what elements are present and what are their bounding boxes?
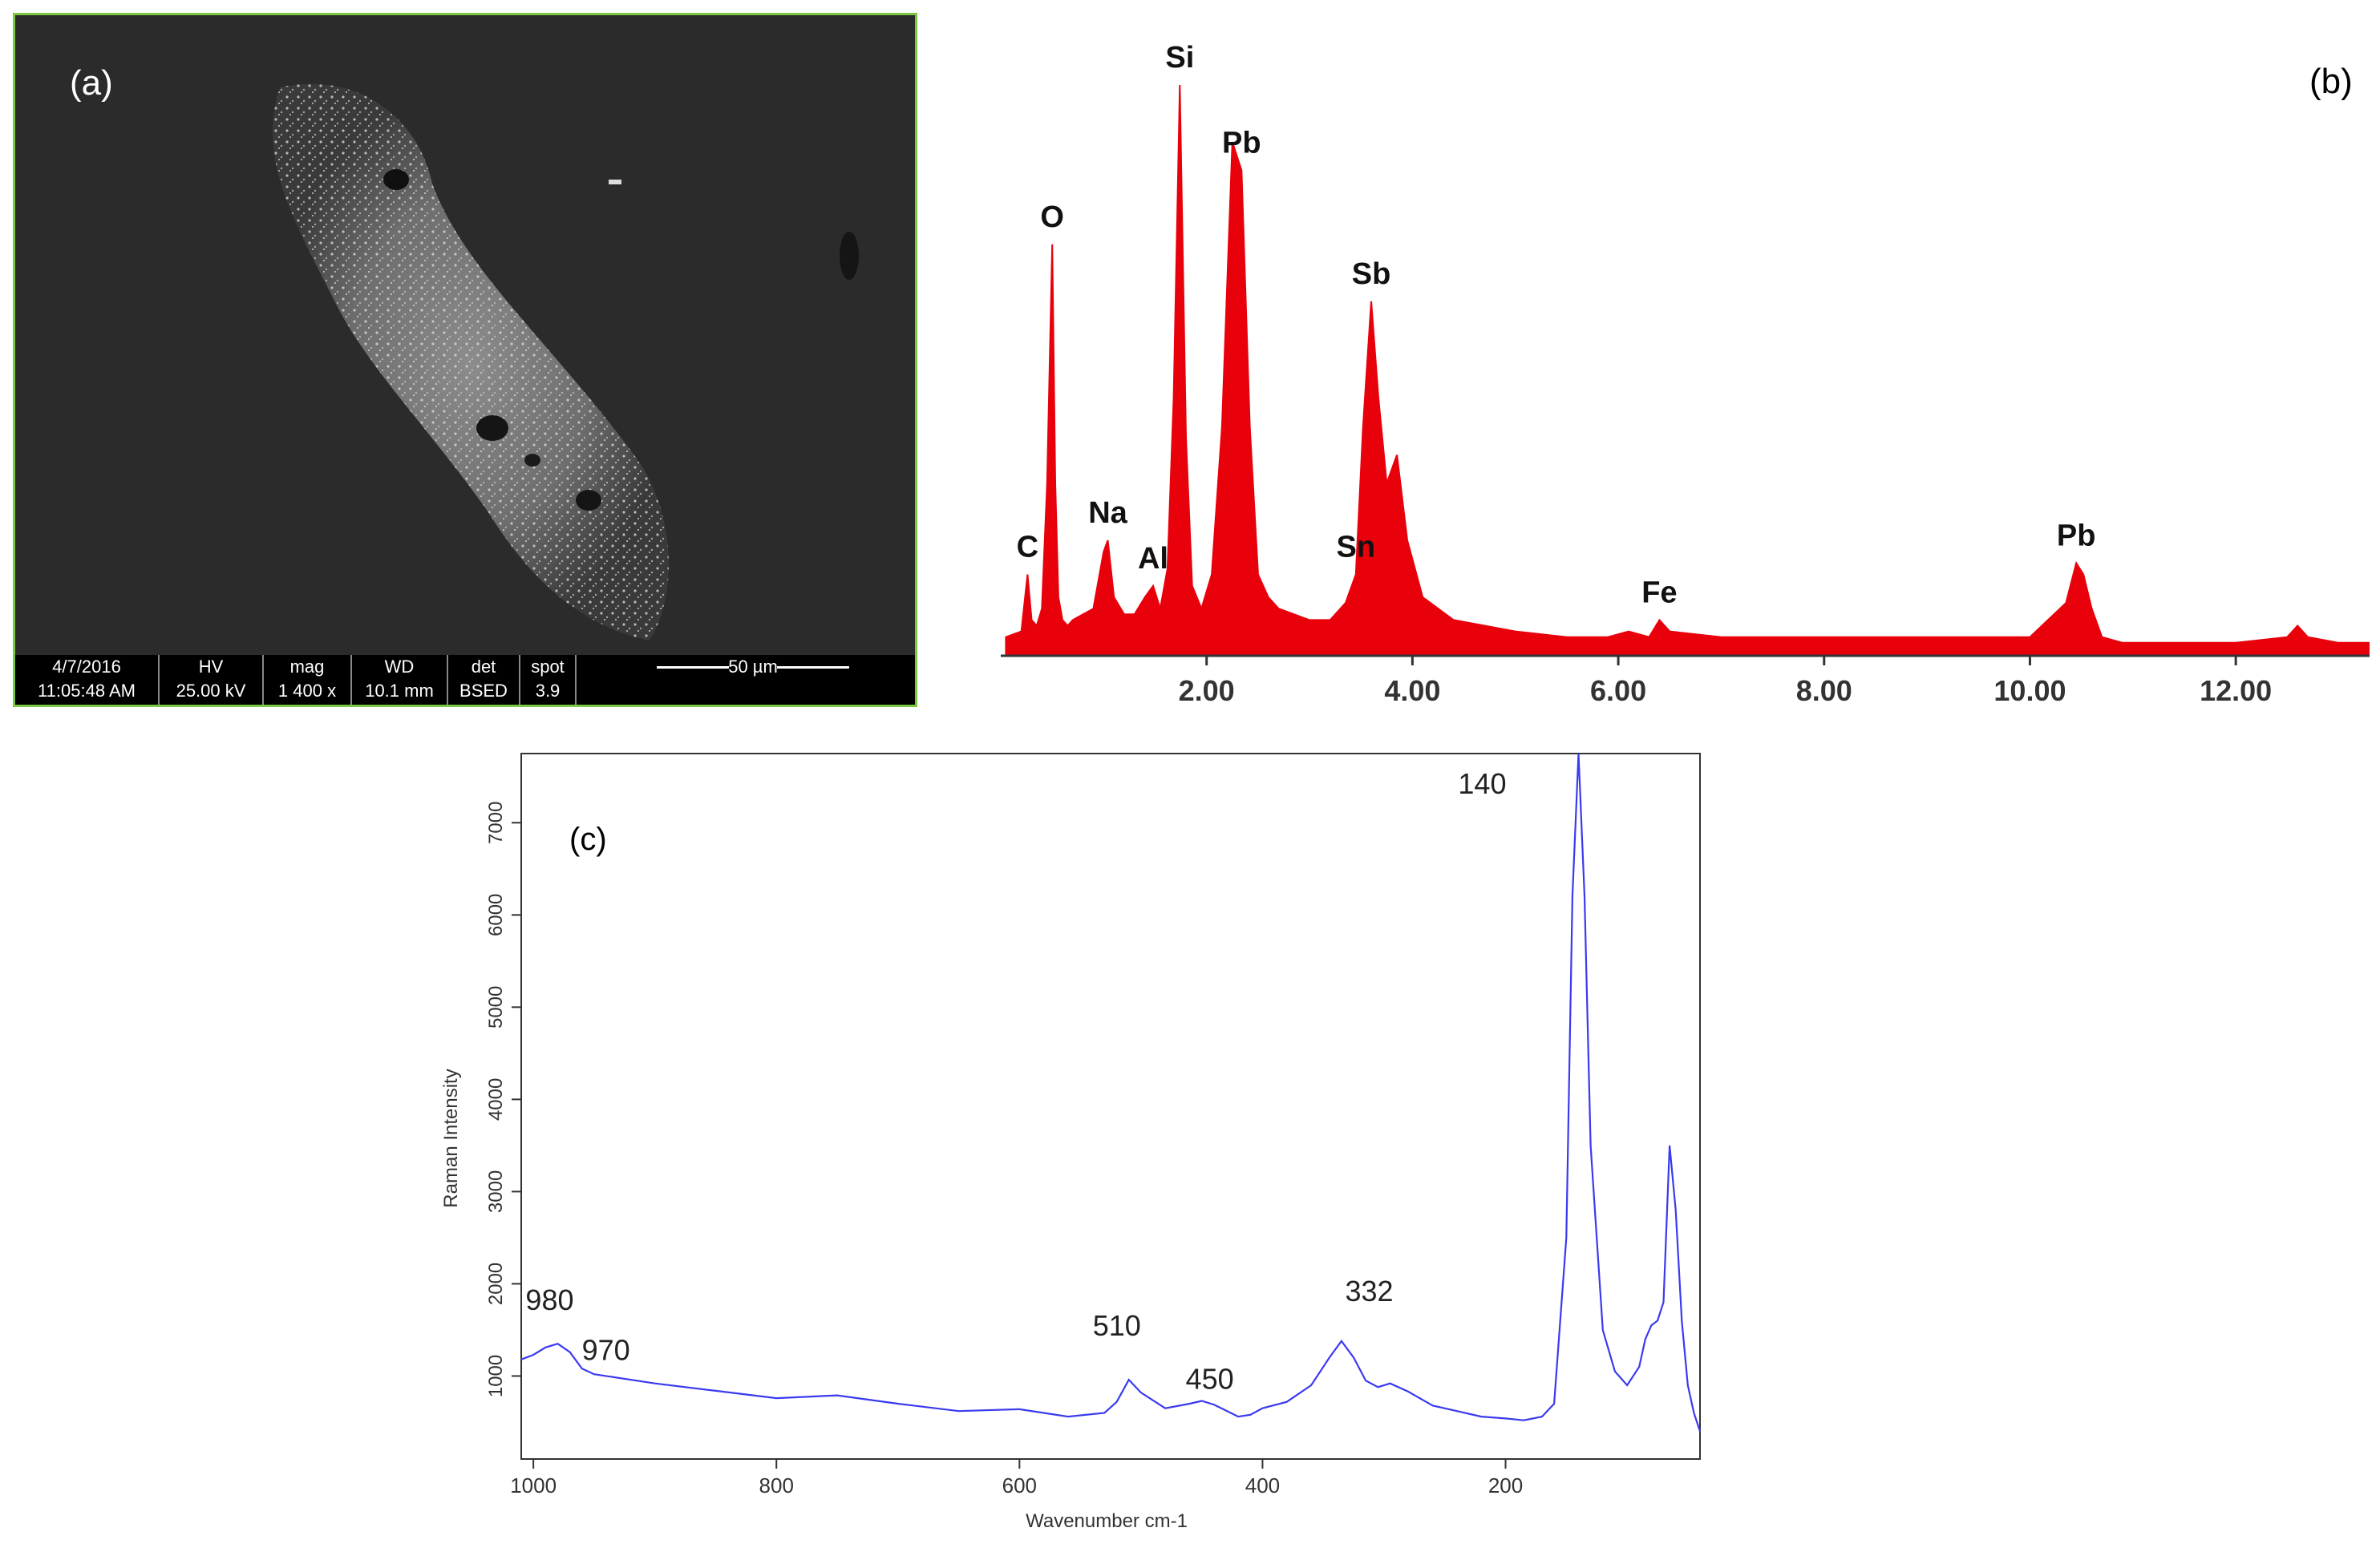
edx-peak-label: Sb <box>1352 257 1391 291</box>
info-date: 4/7/2016 <box>52 657 121 677</box>
info-det: det BSED <box>448 655 520 705</box>
raman-x-axis: 1000 800 600 400 200 <box>510 1459 1523 1497</box>
edx-x-tick-label: 12.00 <box>2200 674 2272 707</box>
panel-c-label: (c) <box>569 822 607 857</box>
raman-peak-label: 970 <box>582 1334 630 1367</box>
edx-x-tick-label: 2.00 <box>1179 674 1235 707</box>
raman-peak-label: 510 <box>1093 1309 1141 1342</box>
edx-x-tick-label: 6.00 <box>1590 674 1646 707</box>
edx-peak-label: Pb <box>1222 127 1261 160</box>
raman-y-tick-label: 1000 <box>485 1355 507 1397</box>
info-spot: spot 3.9 <box>520 655 577 705</box>
info-hv-value: 25.00 kV <box>176 681 246 701</box>
info-mag: mag 1 400 x <box>264 655 352 705</box>
edx-x-tick-label: 4.00 <box>1384 674 1440 707</box>
scale-bar: 50 µm <box>593 655 913 679</box>
info-spot-label: spot <box>531 657 565 677</box>
edx-peak-label: Al <box>1138 542 1168 576</box>
raman-x-tick-label: 800 <box>759 1473 794 1497</box>
raman-x-tick-label: 600 <box>1002 1473 1037 1497</box>
raman-y-tick-label: 4000 <box>485 1078 507 1121</box>
info-det-label: det <box>471 657 496 677</box>
panel-a-label: (a) <box>70 63 113 103</box>
raman-peak-label: 140 <box>1458 767 1506 800</box>
edx-peak-label: Sn <box>1337 531 1376 564</box>
raman-y-tick-label: 6000 <box>485 894 507 936</box>
raman-peak-label: 980 <box>525 1283 573 1316</box>
raman-peak-label: 332 <box>1345 1275 1393 1308</box>
raman-plot-area <box>520 753 1702 1432</box>
raman-x-tick-label: 400 <box>1245 1473 1280 1497</box>
raman-spectrum-chart: (c) 1000 800 600 400 200 1000 2000 3000 4000 500… <box>440 753 1702 1532</box>
raman-y-axis-label: Raman Intensity <box>440 1069 462 1207</box>
raman-y-axis: 1000 2000 3000 4000 5000 6000 7000 <box>485 802 521 1397</box>
edx-plot-area <box>1005 84 2370 655</box>
raman-y-tick-label: 5000 <box>485 986 507 1029</box>
edx-peak-label: O <box>1040 200 1064 234</box>
info-mag-value: 1 400 x <box>277 681 337 701</box>
edx-peak-label: Pb <box>2057 519 2096 552</box>
edx-peak-label: Fe <box>1641 576 1677 609</box>
raman-y-tick-label: 3000 <box>485 1170 507 1213</box>
raman-peak-label: 450 <box>1186 1363 1234 1396</box>
panel-b-label: (b) <box>2309 62 2353 101</box>
edx-peak-label: Na <box>1088 496 1127 530</box>
edx-spectrum-chart: (b) 2.00 4.00 6.00 8.00 10.00 12.00 C O Na Al Si P… <box>1001 41 2370 707</box>
raman-x-tick-label: 200 <box>1488 1473 1523 1497</box>
info-hv: HV 25.00 kV <box>160 655 264 705</box>
info-mag-label: mag <box>289 657 325 677</box>
edx-peak-label: C <box>1017 531 1038 564</box>
sem-micrograph <box>15 15 915 655</box>
info-time: 11:05:48 AM <box>38 681 136 701</box>
edx-peak-label: Si <box>1165 41 1194 75</box>
info-spot-value: 3.9 <box>535 681 561 701</box>
sem-info-bar: 4/7/2016 11:05:48 AM HV 25.00 kV mag 1 4… <box>15 655 915 705</box>
raman-y-tick-label: 7000 <box>485 802 507 844</box>
edx-x-tick-label: 10.00 <box>1993 674 2066 707</box>
raman-x-axis-label: Wavenumber cm-1 <box>1026 1510 1188 1532</box>
scale-bar-label: 50 µm <box>728 657 778 677</box>
info-det-value: BSED <box>459 681 508 701</box>
raman-spectrum-series <box>520 753 1702 1432</box>
raman-plot-frame <box>520 753 1701 1460</box>
info-date-time: 4/7/2016 11:05:48 AM <box>15 655 160 705</box>
edx-x-tick-label: 8.00 <box>1796 674 1852 707</box>
edx-spectrum-series <box>1005 84 2370 655</box>
raman-y-tick-label: 2000 <box>485 1263 507 1305</box>
edx-x-axis: 2.00 4.00 6.00 8.00 10.00 12.00 <box>1001 654 2370 707</box>
sem-image-panel: (a) 4/7/2016 11:05:48 AM HV 25.00 kV mag… <box>13 13 917 707</box>
raman-peak-labels: 980 970 510 450 332 140 <box>525 767 1506 1396</box>
raman-x-tick-label: 1000 <box>510 1473 557 1497</box>
edx-peak-labels: C O Na Al Si Pb Sn Sb Fe Pb <box>1017 41 2096 609</box>
info-wd: WD 10.1 mm <box>352 655 448 705</box>
info-hv-label: HV <box>198 657 224 677</box>
info-wd-label: WD <box>384 657 415 677</box>
info-wd-value: 10.1 mm <box>365 681 434 701</box>
